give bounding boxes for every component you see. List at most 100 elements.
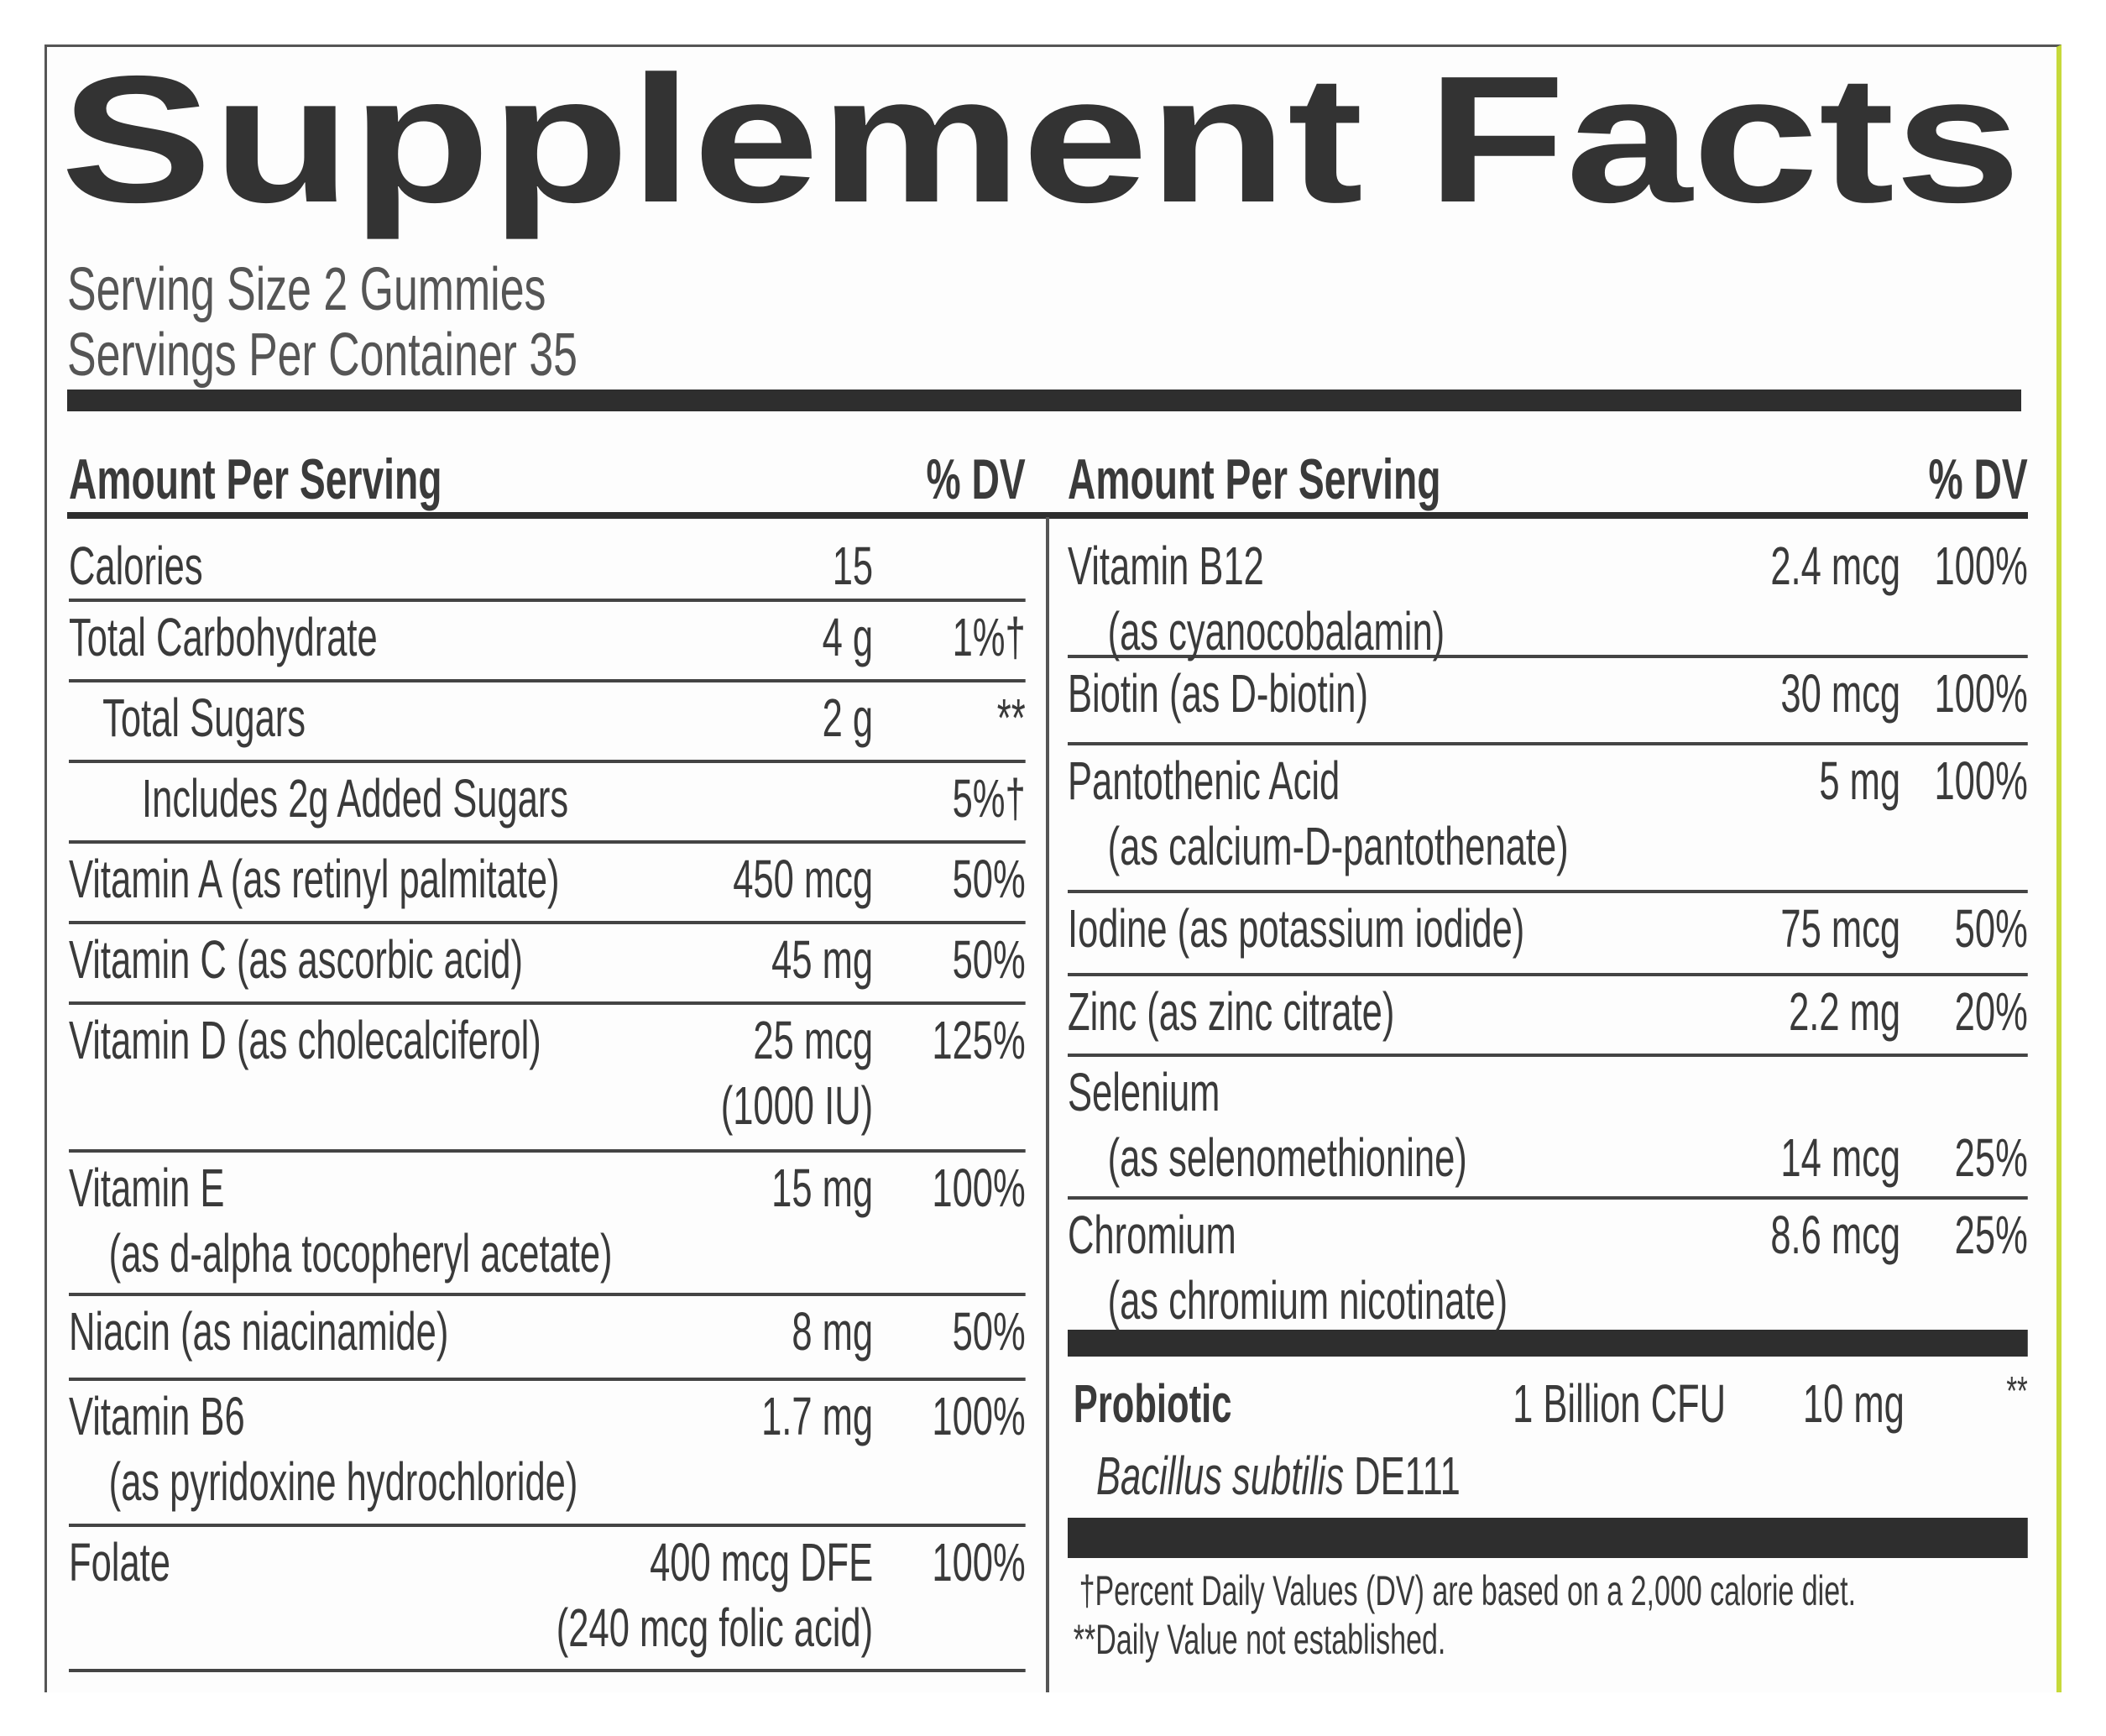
header-amount: Amount Per Serving [1068, 447, 1441, 511]
right-column: Amount Per Serving % DV Vitamin B12 (as … [1068, 443, 2028, 1664]
daily-value: ** [996, 688, 1026, 748]
amount: 8 mg [792, 1301, 874, 1362]
daily-value: 100% [1934, 750, 2028, 811]
nutrient-row: Vitamin A (as retinyl palmitate) 450 mcg… [69, 844, 1026, 924]
amount-note: (240 mcg folic acid) [556, 1597, 874, 1658]
probiotic-amount: 10 mg [1802, 1373, 1905, 1434]
nutrient-name: Vitamin A (as retinyl palmitate) [69, 849, 560, 909]
daily-value: 125% [932, 1010, 1026, 1070]
header-dv: % DV [926, 447, 1026, 511]
daily-value: 100% [1934, 663, 2028, 724]
amount: 2.4 mcg [1770, 536, 1901, 596]
nutrient-row: Total Carbohydrate 4 g 1%† [69, 602, 1026, 682]
daily-value: 25% [1954, 1127, 2028, 1188]
strain: Bacillus subtilis DE111 [1096, 1449, 1461, 1503]
probiotic-count: 1 Billion CFU [1513, 1373, 1727, 1434]
nutrient-source: (as calcium-D-pantothenate) [1107, 816, 1569, 876]
nutrient-name: Includes 2g Added Sugars [142, 768, 569, 829]
nutrient-row: Vitamin D (as cholecalciferol) 25 mcg (1… [69, 1005, 1026, 1153]
probiotic-dv: ** [2006, 1369, 2028, 1414]
amount: 45 mg [771, 929, 874, 990]
nutrient-source: (as selenomethionine) [1107, 1127, 1467, 1188]
nutrient-row: Biotin (as D-biotin) 30 mcg 100% [1068, 658, 2028, 745]
probiotic-row: Probiotic 1 Billion CFU 10 mg ** [1068, 1357, 2028, 1444]
left-column: Amount Per Serving % DV Calories 15 Tota… [69, 443, 1026, 1672]
amount: 5 mg [1819, 750, 1901, 811]
amount: 15 [832, 536, 874, 596]
nutrient-name: Chromium [1068, 1205, 1236, 1265]
nutrient-row: Zinc (as zinc citrate) 2.2 mg 20% [1068, 976, 2028, 1057]
serving-info: Serving Size 2 Gummies Servings Per Cont… [67, 257, 1155, 388]
nutrient-row: Total Sugars 2 g ** [69, 682, 1026, 763]
footnote: **Daily Value not established. [1073, 1616, 1446, 1663]
daily-value: 50% [1954, 898, 2028, 959]
nutrient-source: (as chromium nicotinate) [1107, 1270, 1508, 1331]
daily-value: 100% [932, 1532, 1026, 1592]
daily-value: 1%† [952, 607, 1026, 667]
nutrient-name: Vitamin B12 [1068, 536, 1264, 596]
strain-species: Bacillus subtilis [1096, 1446, 1345, 1506]
header-amount: Amount Per Serving [69, 447, 442, 511]
amount: 25 mcg [753, 1010, 874, 1070]
daily-value: 100% [932, 1158, 1026, 1218]
nutrient-row: Includes 2g Added Sugars 5%† [69, 763, 1026, 844]
header-dv: % DV [1928, 447, 2028, 511]
thick-rule [1068, 1330, 2028, 1357]
nutrient-name: Total Sugars [102, 688, 306, 748]
daily-value: 25% [1954, 1205, 2028, 1265]
daily-value: 5%† [952, 768, 1026, 829]
nutrient-name: Vitamin E [69, 1158, 225, 1218]
daily-value: 50% [952, 849, 1026, 909]
nutrient-name: Calories [69, 536, 203, 596]
nutrient-name: Folate [69, 1532, 170, 1592]
serving-size: Serving Size 2 Gummies [67, 256, 546, 323]
nutrient-row: Vitamin C (as ascorbic acid) 45 mg 50% [69, 924, 1026, 1005]
nutrient-name: Total Carbohydrate [69, 607, 378, 667]
thick-rule [67, 390, 2021, 411]
nutrient-source: (as d-alpha tocopheryl acetate) [108, 1223, 613, 1284]
amount: 15 mg [771, 1158, 874, 1218]
amount: 14 mcg [1780, 1127, 1901, 1188]
nutrient-row: Vitamin E (as d-alpha tocopheryl acetate… [69, 1153, 1026, 1296]
nutrient-name: Pantothenic Acid [1068, 750, 1340, 811]
column-header: Amount Per Serving % DV [1068, 443, 2028, 531]
daily-value: 50% [952, 929, 1026, 990]
label-panel [44, 44, 2062, 1692]
amount: 4 g [822, 607, 874, 667]
header-rule [67, 512, 2028, 519]
nutrient-row: Selenium (as selenomethionine) 14 mcg 25… [1068, 1057, 2028, 1200]
amount: 30 mcg [1780, 663, 1901, 724]
column-divider [1046, 517, 1049, 1692]
daily-value: 100% [932, 1386, 1026, 1446]
title: Supplement Facts [60, 38, 2021, 240]
amount: 8.6 mcg [1770, 1205, 1901, 1265]
thick-rule [1068, 1518, 2028, 1558]
probiotic-strain: Bacillus subtilis DE111 [1068, 1444, 2028, 1518]
nutrient-row: Iodine (as potassium iodide) 75 mcg 50% [1068, 893, 2028, 976]
column-header: Amount Per Serving % DV [69, 443, 1026, 531]
amount: 2 g [822, 688, 874, 748]
nutrient-source: (as cyanocobalamin) [1107, 601, 1445, 661]
nutrient-name: Zinc (as zinc citrate) [1068, 981, 1395, 1042]
nutrient-name: Niacin (as niacinamide) [69, 1301, 449, 1362]
nutrient-name: Vitamin C (as ascorbic acid) [69, 929, 523, 990]
nutrient-row: Vitamin B12 (as cyanocobalamin) 2.4 mcg … [1068, 531, 2028, 658]
nutrient-row: Folate 400 mcg DFE (240 mcg folic acid) … [69, 1527, 1026, 1672]
daily-value: 100% [1934, 536, 2028, 596]
nutrient-row: Calories 15 [69, 531, 1026, 602]
nutrient-source: (as pyridoxine hydrochloride) [108, 1451, 578, 1512]
footnote: †Percent Daily Values (DV) are based on … [1079, 1567, 1857, 1614]
nutrient-row: Vitamin B6 (as pyridoxine hydrochloride)… [69, 1381, 1026, 1527]
amount: 75 mcg [1780, 898, 1901, 959]
probiotic-name: Probiotic [1073, 1373, 1232, 1434]
nutrient-row: Niacin (as niacinamide) 8 mg 50% [69, 1296, 1026, 1381]
nutrient-row: Pantothenic Acid (as calcium-D-pantothen… [1068, 745, 2028, 893]
nutrient-row: Chromium (as chromium nicotinate) 8.6 mc… [1068, 1200, 2028, 1330]
nutrient-name: Iodine (as potassium iodide) [1068, 898, 1525, 959]
nutrient-name: Vitamin D (as cholecalciferol) [69, 1010, 541, 1070]
servings-per-container: Servings Per Container 35 [67, 322, 578, 389]
nutrient-name: Selenium [1068, 1062, 1220, 1122]
daily-value: 50% [952, 1301, 1026, 1362]
amount: 2.2 mg [1789, 981, 1901, 1042]
